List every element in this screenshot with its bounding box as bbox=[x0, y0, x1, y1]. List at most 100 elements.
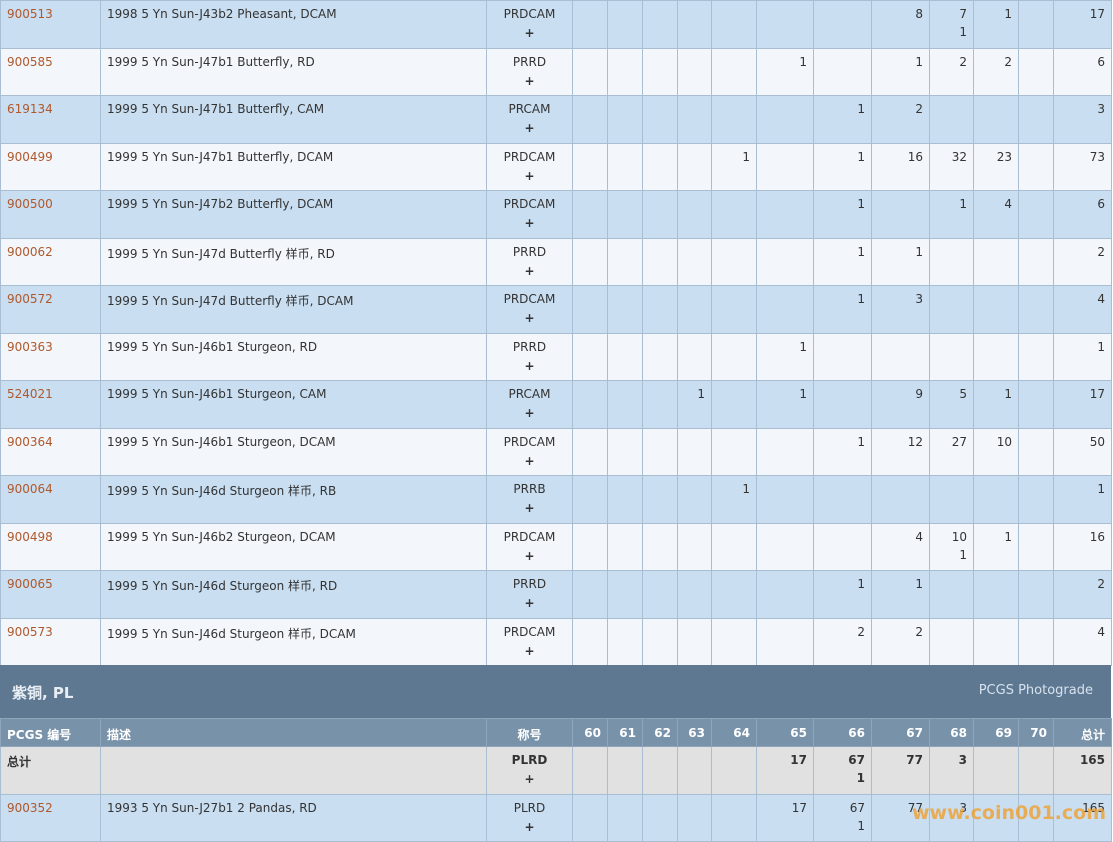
description: 1999 5 Yn Sun-J46b2 Sturgeon, DCAM bbox=[107, 529, 336, 544]
pcgs-cell: 900498 bbox=[0, 522, 101, 571]
plus-button[interactable]: + bbox=[524, 311, 535, 325]
grade-cell: 2 bbox=[973, 47, 1019, 96]
grade-cell bbox=[756, 522, 814, 571]
pcgs-link[interactable]: 900364 bbox=[7, 434, 53, 449]
grade-cell bbox=[813, 380, 872, 429]
grade-cell bbox=[642, 285, 678, 334]
grade-count: 7 bbox=[959, 7, 967, 21]
designation-cell: PLRD + bbox=[486, 793, 573, 842]
designation: PRCAM bbox=[508, 387, 551, 401]
grade-count: 27 bbox=[951, 434, 967, 449]
pcgs-link[interactable]: 900573 bbox=[7, 624, 53, 639]
header-grade: 63 bbox=[677, 718, 712, 747]
grade-count: 3 bbox=[958, 753, 967, 767]
description: 1999 5 Yn Sun-J47d Butterfly 样币, DCAM bbox=[107, 294, 354, 308]
grade-cell: 2 bbox=[929, 47, 974, 96]
grade-cell bbox=[572, 190, 608, 239]
grade-cell bbox=[677, 427, 712, 476]
plus-button[interactable]: + bbox=[524, 643, 535, 658]
grade-cell bbox=[871, 332, 930, 381]
grade-cell: 1 bbox=[813, 285, 872, 334]
photograde-link[interactable]: PCGS Photograde bbox=[978, 683, 1093, 698]
plus-button[interactable]: + bbox=[524, 168, 535, 183]
header-grade: 64 bbox=[711, 718, 757, 747]
total-count: 2 bbox=[1097, 244, 1105, 259]
grade-cell bbox=[756, 475, 814, 524]
grade-cell: 16 bbox=[871, 142, 930, 191]
plus-button[interactable]: + bbox=[524, 596, 535, 610]
grade-cell bbox=[1018, 793, 1054, 842]
pcgs-link[interactable]: 900363 bbox=[7, 339, 53, 354]
plus-button[interactable]: + bbox=[524, 121, 535, 135]
plus-button[interactable]: + bbox=[524, 406, 535, 420]
header-grade: 67 bbox=[871, 718, 930, 747]
grade-cell: 1 bbox=[756, 47, 814, 96]
pcgs-link[interactable]: 524021 bbox=[7, 387, 53, 401]
header-grade: 68 bbox=[929, 718, 974, 747]
plus-button[interactable]: + bbox=[524, 501, 535, 515]
header-grade: 61 bbox=[607, 718, 643, 747]
plus-button[interactable]: + bbox=[524, 26, 535, 40]
designation-cell: PRDCAM + bbox=[486, 617, 573, 666]
pcgs-cell: 900363 bbox=[0, 332, 101, 381]
grade-cell bbox=[973, 570, 1019, 619]
grade-cell bbox=[711, 793, 757, 842]
grade-cell: 77 bbox=[871, 746, 930, 795]
plus-button[interactable]: + bbox=[524, 772, 535, 786]
pcgs-link[interactable]: 900499 bbox=[7, 149, 53, 164]
grade-cell: 1 bbox=[813, 142, 872, 191]
pcgs-link[interactable]: 900513 bbox=[7, 7, 53, 21]
grade-cell bbox=[677, 47, 712, 96]
pcgs-link[interactable]: 900572 bbox=[7, 292, 53, 306]
pcgs-cell: 总计 bbox=[0, 746, 101, 795]
pcgs-link[interactable]: 900352 bbox=[7, 800, 53, 815]
pcgs-cell: 900500 bbox=[0, 190, 101, 239]
pcgs-link[interactable]: 900500 bbox=[7, 197, 53, 211]
pcgs-link[interactable]: 900065 bbox=[7, 577, 53, 591]
grade-cell: 10 1 bbox=[929, 522, 974, 571]
designation: PRDCAM bbox=[503, 434, 556, 449]
pcgs-cell: 900585 bbox=[0, 47, 101, 96]
grade-cell bbox=[756, 142, 814, 191]
grade-cell bbox=[1018, 617, 1054, 666]
designation: PRRD bbox=[512, 54, 547, 69]
header-grade: 65 bbox=[756, 718, 814, 747]
plus-button[interactable]: + bbox=[524, 819, 535, 834]
grade-cell bbox=[929, 285, 974, 334]
table-row: 900585 1999 5 Yn Sun-J47b1 Butterfly, RD P… bbox=[0, 47, 1112, 96]
total-cell: 6 bbox=[1053, 190, 1112, 239]
grade-cell bbox=[572, 617, 608, 666]
pcgs-link[interactable]: 619134 bbox=[7, 102, 53, 116]
grade-cell bbox=[642, 0, 678, 49]
table-row: 900500 1999 5 Yn Sun-J47b2 Butterfly, DCA… bbox=[0, 190, 1112, 239]
description-cell: 1999 5 Yn Sun-J47d Butterfly 样币, RD bbox=[100, 237, 487, 286]
designation: PRDCAM bbox=[503, 197, 556, 211]
grade-cell bbox=[677, 237, 712, 286]
designation-cell: PRDCAM + bbox=[486, 427, 573, 476]
grade-cell bbox=[1018, 475, 1054, 524]
grade-cell: 3 bbox=[871, 285, 930, 334]
grade-cell bbox=[572, 475, 608, 524]
plus-button[interactable]: + bbox=[524, 453, 535, 468]
plus-button[interactable]: + bbox=[524, 216, 535, 230]
grade-cell bbox=[572, 0, 608, 49]
header-pcgs: PCGS 编号 bbox=[0, 718, 101, 747]
table-row: 900352 1993 5 Yn Sun-J27b1 2 Pandas, RD PL… bbox=[0, 793, 1112, 842]
plus-button[interactable]: + bbox=[524, 548, 535, 563]
grade-count: 12 bbox=[907, 434, 923, 449]
plus-button[interactable]: + bbox=[524, 73, 535, 88]
grade-cell bbox=[572, 285, 608, 334]
grade-cell: 1 bbox=[813, 190, 872, 239]
grade-cell: 1 bbox=[871, 237, 930, 286]
grade-cell bbox=[756, 0, 814, 49]
pcgs-link[interactable]: 900064 bbox=[7, 482, 53, 496]
pcgs-link[interactable]: 900498 bbox=[7, 529, 53, 544]
pcgs-link[interactable]: 900062 bbox=[7, 244, 53, 259]
pcgs-link[interactable]: 900585 bbox=[7, 54, 53, 69]
description-cell: 1999 5 Yn Sun-J47b1 Butterfly, DCAM bbox=[100, 142, 487, 191]
designation-cell: PRDCAM + bbox=[486, 285, 573, 334]
grade-cell: 2 bbox=[871, 617, 930, 666]
plus-button[interactable]: + bbox=[524, 358, 535, 373]
grade-cell: 23 bbox=[973, 142, 1019, 191]
plus-button[interactable]: + bbox=[524, 263, 535, 278]
